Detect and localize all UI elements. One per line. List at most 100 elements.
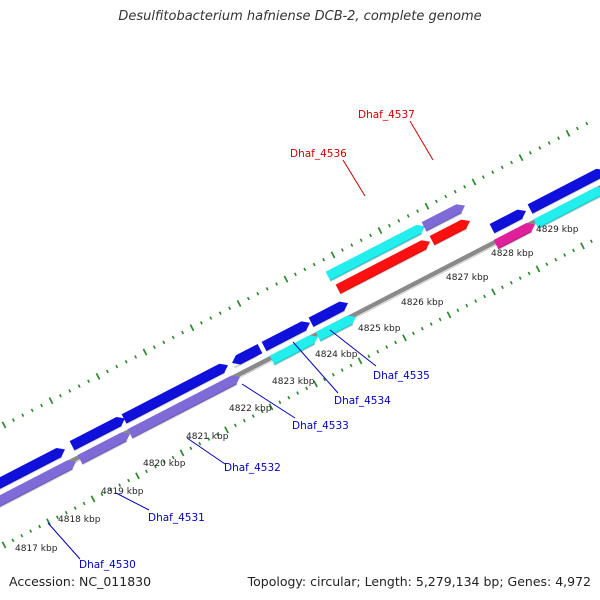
inner-minor-tick bbox=[82, 501, 86, 506]
scale-label: 4822 kbp bbox=[229, 404, 272, 414]
outer-minor-tick bbox=[124, 359, 128, 364]
inner-minor-tick bbox=[207, 437, 211, 441]
inner-minor-tick bbox=[411, 331, 415, 336]
outer-tick-track bbox=[1, 121, 589, 429]
outer-minor-tick bbox=[40, 403, 44, 408]
inner-minor-tick bbox=[162, 460, 166, 464]
inner-minor-tick bbox=[589, 239, 593, 244]
gene-dhaf-4531-purple bbox=[77, 432, 130, 466]
inner-major-tick bbox=[135, 472, 140, 480]
outer-major-tick bbox=[1, 421, 7, 429]
inner-minor-tick bbox=[483, 294, 487, 299]
outer-major-tick bbox=[283, 275, 289, 283]
gene-dhaf-4532-body bbox=[121, 363, 228, 424]
inner-minor-tick bbox=[500, 285, 504, 290]
outer-minor-tick bbox=[181, 330, 185, 335]
gene-dhaf-4535-body bbox=[308, 301, 348, 327]
outer-minor-tick bbox=[340, 248, 344, 252]
outer-minor-tick bbox=[528, 150, 532, 155]
gene-dhaf-4537-red-shade bbox=[433, 227, 468, 247]
inner-minor-tick bbox=[144, 469, 148, 474]
inner-major-tick bbox=[491, 288, 496, 296]
gene-dhaf-4530-shade bbox=[0, 455, 63, 490]
outer-minor-tick bbox=[575, 126, 579, 131]
scale-label: 4821 kbp bbox=[186, 432, 229, 442]
inner-minor-tick bbox=[474, 299, 478, 303]
gene-dhaf-4532-purple-shade bbox=[131, 383, 238, 440]
outer-minor-tick bbox=[434, 199, 438, 204]
gene-dhaf-4540-shade bbox=[537, 195, 600, 230]
outer-minor-tick bbox=[557, 136, 561, 140]
outer-minor-tick bbox=[228, 306, 232, 311]
outer-minor-tick bbox=[77, 384, 81, 388]
gene-dhaf-4530-purple-shade bbox=[0, 468, 74, 508]
inner-minor-tick bbox=[55, 515, 59, 520]
gene-label: Dhaf_4531 bbox=[148, 512, 205, 524]
outer-minor-tick bbox=[463, 185, 467, 189]
gene-dhaf-4538-shade bbox=[493, 217, 524, 235]
outer-minor-tick bbox=[134, 355, 138, 359]
gene-dhaf-4530-purple-body bbox=[0, 460, 76, 507]
gene-dhaf-4537-red-body bbox=[429, 219, 470, 246]
gene-dhaf-4533-body bbox=[232, 343, 263, 365]
outer-major-tick bbox=[236, 299, 242, 307]
scale-label: 4828 kbp bbox=[491, 249, 534, 259]
outer-minor-tick bbox=[491, 170, 495, 175]
inner-minor-tick bbox=[385, 345, 389, 349]
inner-minor-tick bbox=[251, 414, 255, 418]
inner-minor-tick bbox=[29, 529, 33, 533]
inner-minor-tick bbox=[38, 524, 42, 529]
gene-dhaf-4539-body bbox=[527, 168, 600, 214]
outer-minor-tick bbox=[312, 262, 316, 267]
gene-label-leader bbox=[342, 159, 366, 197]
inner-minor-tick bbox=[518, 276, 522, 280]
gene-dhaf-4533-shade bbox=[233, 355, 258, 369]
gene-dhaf-4531 bbox=[69, 416, 125, 452]
outer-minor-tick bbox=[256, 291, 260, 296]
inner-minor-tick bbox=[20, 533, 24, 538]
inner-major-tick bbox=[580, 242, 585, 250]
inner-minor-tick bbox=[420, 326, 424, 331]
gene-dhaf-4535-cyan-shade bbox=[319, 323, 354, 343]
outer-major-tick bbox=[330, 251, 336, 259]
gene-dhaf-4532-purple bbox=[127, 375, 240, 440]
outer-major-tick bbox=[518, 154, 524, 162]
inner-minor-tick bbox=[198, 441, 202, 446]
gene-label: Dhaf_4534 bbox=[334, 395, 391, 407]
outer-major-tick bbox=[189, 324, 195, 332]
inner-major-tick bbox=[402, 334, 407, 342]
inner-minor-tick bbox=[322, 377, 326, 382]
outer-minor-tick bbox=[453, 189, 457, 194]
outer-minor-tick bbox=[199, 321, 203, 325]
inner-minor-tick bbox=[456, 308, 460, 313]
gene-label-leader bbox=[409, 120, 434, 161]
gene-dhaf-4532-purple-body bbox=[127, 375, 240, 439]
outer-minor-tick bbox=[115, 364, 119, 369]
gene-label: Dhaf_4530 bbox=[79, 559, 136, 571]
gene-label-leader bbox=[292, 341, 339, 394]
outer-minor-tick bbox=[359, 238, 363, 243]
gene-label: Dhaf_4533 bbox=[292, 420, 349, 432]
inner-minor-tick bbox=[527, 271, 531, 276]
inner-minor-tick bbox=[438, 317, 442, 322]
inner-tick-track bbox=[1, 239, 593, 549]
inner-minor-tick bbox=[127, 478, 131, 483]
scale-label: 4826 kbp bbox=[401, 298, 444, 308]
scale-label: 4827 kbp bbox=[446, 273, 489, 283]
gene-label-leader bbox=[329, 329, 377, 367]
gene-label: Dhaf_4537 bbox=[358, 109, 415, 121]
gene-dhaf-4536-red-shade bbox=[339, 248, 428, 295]
outer-minor-tick bbox=[350, 243, 354, 247]
gene-dhaf-4537-shade bbox=[425, 212, 463, 233]
inner-minor-tick bbox=[545, 262, 549, 267]
outer-minor-tick bbox=[246, 296, 250, 301]
scale-label: 4820 kbp bbox=[143, 459, 186, 469]
outer-minor-tick bbox=[322, 257, 326, 262]
outer-minor-tick bbox=[444, 194, 448, 199]
gene-label: Dhaf_4536 bbox=[290, 148, 347, 160]
gene-dhaf-4534-shade bbox=[265, 329, 308, 353]
gene-dhaf-4538 bbox=[489, 209, 526, 235]
outer-minor-tick bbox=[58, 393, 62, 398]
inner-minor-tick bbox=[572, 248, 576, 253]
gene-dhaf-4535-cyan bbox=[315, 315, 356, 343]
